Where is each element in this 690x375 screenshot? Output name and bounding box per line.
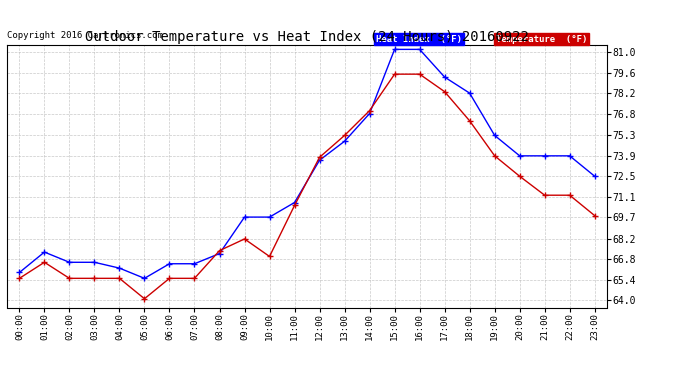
Title: Outdoor Temperature vs Heat Index (24 Hours) 20160922: Outdoor Temperature vs Heat Index (24 Ho… (85, 30, 529, 44)
Text: Temperature  (°F): Temperature (°F) (496, 35, 587, 44)
Text: Copyright 2016 Cartronics.com: Copyright 2016 Cartronics.com (7, 31, 163, 40)
Text: Heat Index  (°F): Heat Index (°F) (376, 35, 462, 44)
